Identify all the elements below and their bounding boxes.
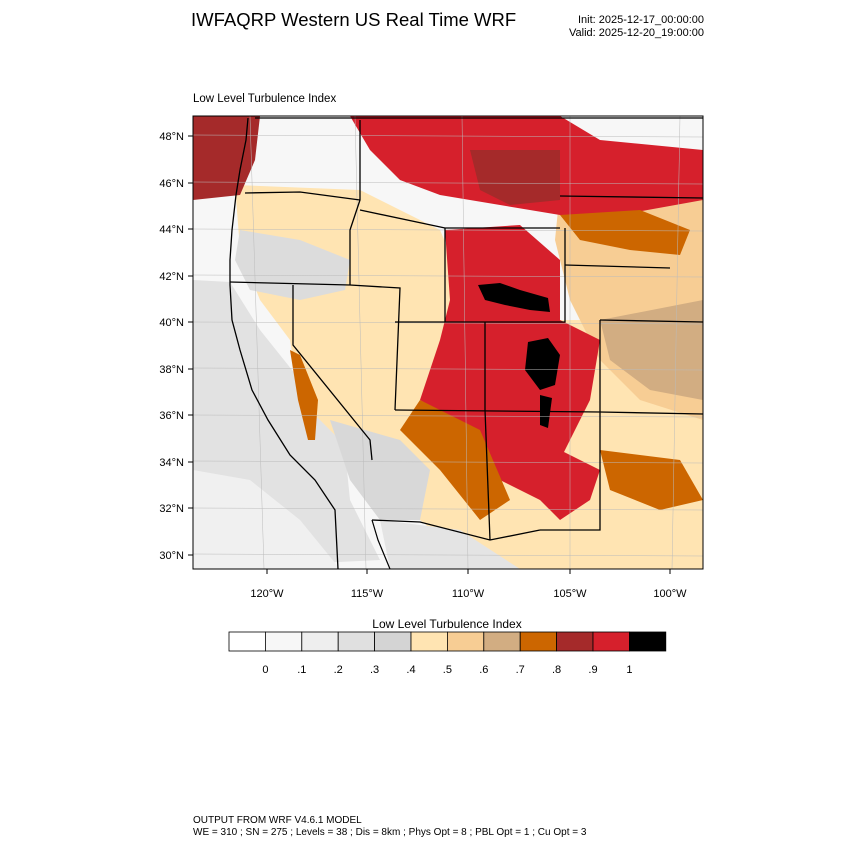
map-frame [192, 115, 704, 570]
colorbar-swatch [556, 631, 594, 652]
wy-border [444, 228, 566, 323]
longitude-label: 120°W [250, 588, 284, 600]
field-mojave-gray [330, 420, 430, 520]
four-corners-line [394, 409, 601, 413]
latitude-label: 42°N [159, 271, 184, 283]
longitude-label: 100°W [653, 588, 687, 600]
figure-title: IWFAQRP Western US Real Time WRF [191, 9, 517, 30]
colorbar-swatch [629, 631, 667, 652]
nv-ut-border [349, 284, 401, 411]
sd-ne-border [564, 264, 671, 269]
colorbar-tick-label: .6 [479, 664, 488, 676]
colorbar-tick-label: .9 [588, 664, 597, 676]
field-north-darkred [470, 150, 560, 205]
or-ca-border [229, 281, 351, 286]
colorbar-swatch [264, 631, 303, 652]
latitude-label: 36°N [159, 410, 184, 422]
field-nm-red [530, 440, 600, 520]
ks-ok-border [599, 411, 703, 415]
field-north-orange [560, 210, 690, 255]
colorbar-tick-label: .7 [516, 664, 525, 676]
colorbar-tick-label: 1 [626, 664, 632, 676]
init-time: Init: 2025-12-17_00:00:00 [578, 14, 704, 26]
nv-ca-border [292, 285, 373, 461]
boundaries-layer [193, 116, 703, 569]
longitude-label: 115°W [351, 588, 384, 600]
field-co-black [525, 338, 560, 390]
latitude-label: 32°N [159, 503, 184, 515]
id-western-border [349, 120, 361, 285]
latitude-label: 46°N [159, 178, 184, 190]
latitude-label: 40°N [159, 317, 184, 329]
colorbar-tick-label: .8 [552, 664, 561, 676]
colorbar-swatch [374, 631, 412, 652]
field-wy-black [478, 283, 550, 312]
colorbar: 0 .1 .2 .3 .4 .5 .6 .7 .8 .9 1 [228, 631, 667, 676]
latitude-label: 30°N [159, 550, 184, 562]
az-nm-border [484, 409, 491, 541]
field-layer [193, 116, 703, 569]
ne-ks-border [599, 319, 703, 323]
colorbar-swatch [592, 631, 630, 652]
turbulence-map: 48°N 46°N 44°N 42°N 40°N 38°N 36°N 34°N 32°N 30°N… [159, 115, 704, 600]
latitude-label: 48°N [159, 131, 184, 143]
colorbar-tick-label: .5 [443, 664, 452, 676]
valid-time: Valid: 2025-12-20_19:00:00 [569, 27, 704, 39]
wa-or-border [244, 191, 361, 201]
latitude-axis: 48°N 46°N 44°N 42°N 40°N 38°N 36°N 34°N 32°N 30°N [159, 131, 193, 562]
field-sw-orange [400, 400, 510, 520]
field-nw-red [193, 116, 260, 200]
colorbar-swatch [410, 631, 448, 652]
field-wy-co-red [420, 225, 600, 500]
nm-tx-border [540, 412, 601, 531]
field-plains-brown [600, 300, 703, 400]
colorbar-swatch [483, 631, 521, 652]
latitude-label: 38°N [159, 364, 184, 376]
field-south-orange [600, 450, 703, 510]
state-boundaries [229, 117, 703, 541]
panel-title: Low Level Turbulence Index [193, 93, 337, 105]
field-sierra-streak [290, 350, 318, 440]
mexico-border [371, 519, 541, 541]
pacific-coastline [229, 117, 339, 569]
colorbar-tick-label: 0 [262, 664, 268, 676]
colorbar-tick-label: .2 [334, 664, 343, 676]
longitude-axis: 120°W 115°W 110°W 105°W 100°W [250, 569, 687, 600]
colorbar-swatch [337, 631, 376, 652]
footer-model-line: OUTPUT FROM WRF V4.6.1 MODEL [193, 815, 362, 826]
longitude-label: 110°W [452, 588, 485, 600]
colorbar-tick-label: .3 [370, 664, 379, 676]
colorbar-title: Low Level Turbulence Index [372, 617, 522, 631]
colorbar-boxes [228, 631, 667, 652]
footer-config-line: WE = 310 ; SN = 275 ; Levels = 38 ; Dis … [193, 827, 587, 838]
graticule [193, 116, 703, 569]
field-pacific-light [193, 470, 340, 569]
colorbar-tick-label: .4 [406, 664, 415, 676]
dakotas-border [559, 195, 703, 199]
colorbar-labels: 0 .1 .2 .3 .4 .5 .6 .7 .8 .9 1 [262, 664, 632, 676]
colorbar-swatch [301, 631, 339, 652]
colorbar-tick-label: .1 [297, 664, 306, 676]
colorbar-swatch [228, 631, 266, 652]
gulf-of-california [371, 519, 391, 569]
ut-co-border [395, 321, 486, 410]
colorbar-swatch [519, 631, 558, 652]
colorbar-swatch [446, 631, 485, 652]
latitude-label: 44°N [159, 224, 184, 236]
longitude-label: 105°W [553, 588, 587, 600]
latitude-label: 34°N [159, 457, 184, 469]
field-mexico-gray [380, 520, 520, 569]
